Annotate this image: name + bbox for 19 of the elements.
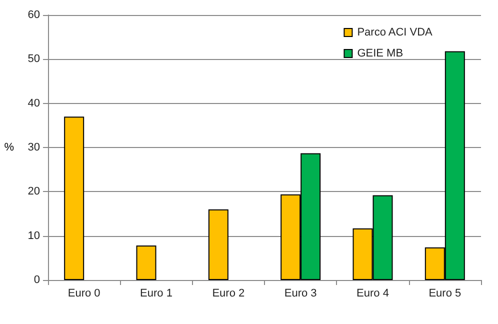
y-tick-label: 0: [34, 274, 40, 286]
y-tick-label: 10: [28, 230, 40, 242]
y-tick-label: 60: [28, 9, 40, 21]
y-tick-label: 40: [28, 97, 40, 110]
bar: [136, 246, 156, 280]
legend-label: GEIE MB: [357, 48, 404, 60]
x-tick-label: Euro 3: [284, 288, 317, 300]
x-tick-label: Euro 5: [428, 288, 462, 300]
y-tick-label: 20: [28, 186, 40, 198]
x-tick-label: Euro 2: [212, 288, 245, 300]
y-tick-label: 30: [28, 142, 40, 154]
y-tick-label: 50: [28, 53, 40, 66]
x-tick-label: Euro 1: [140, 288, 172, 300]
y-axis-title: %: [4, 142, 14, 154]
legend-label: Parco ACI VDA: [357, 26, 434, 38]
bar: [208, 209, 228, 280]
x-tick-label: Euro 0: [68, 288, 100, 300]
x-tick-label: Euro 4: [356, 288, 389, 300]
bar: [64, 116, 84, 280]
